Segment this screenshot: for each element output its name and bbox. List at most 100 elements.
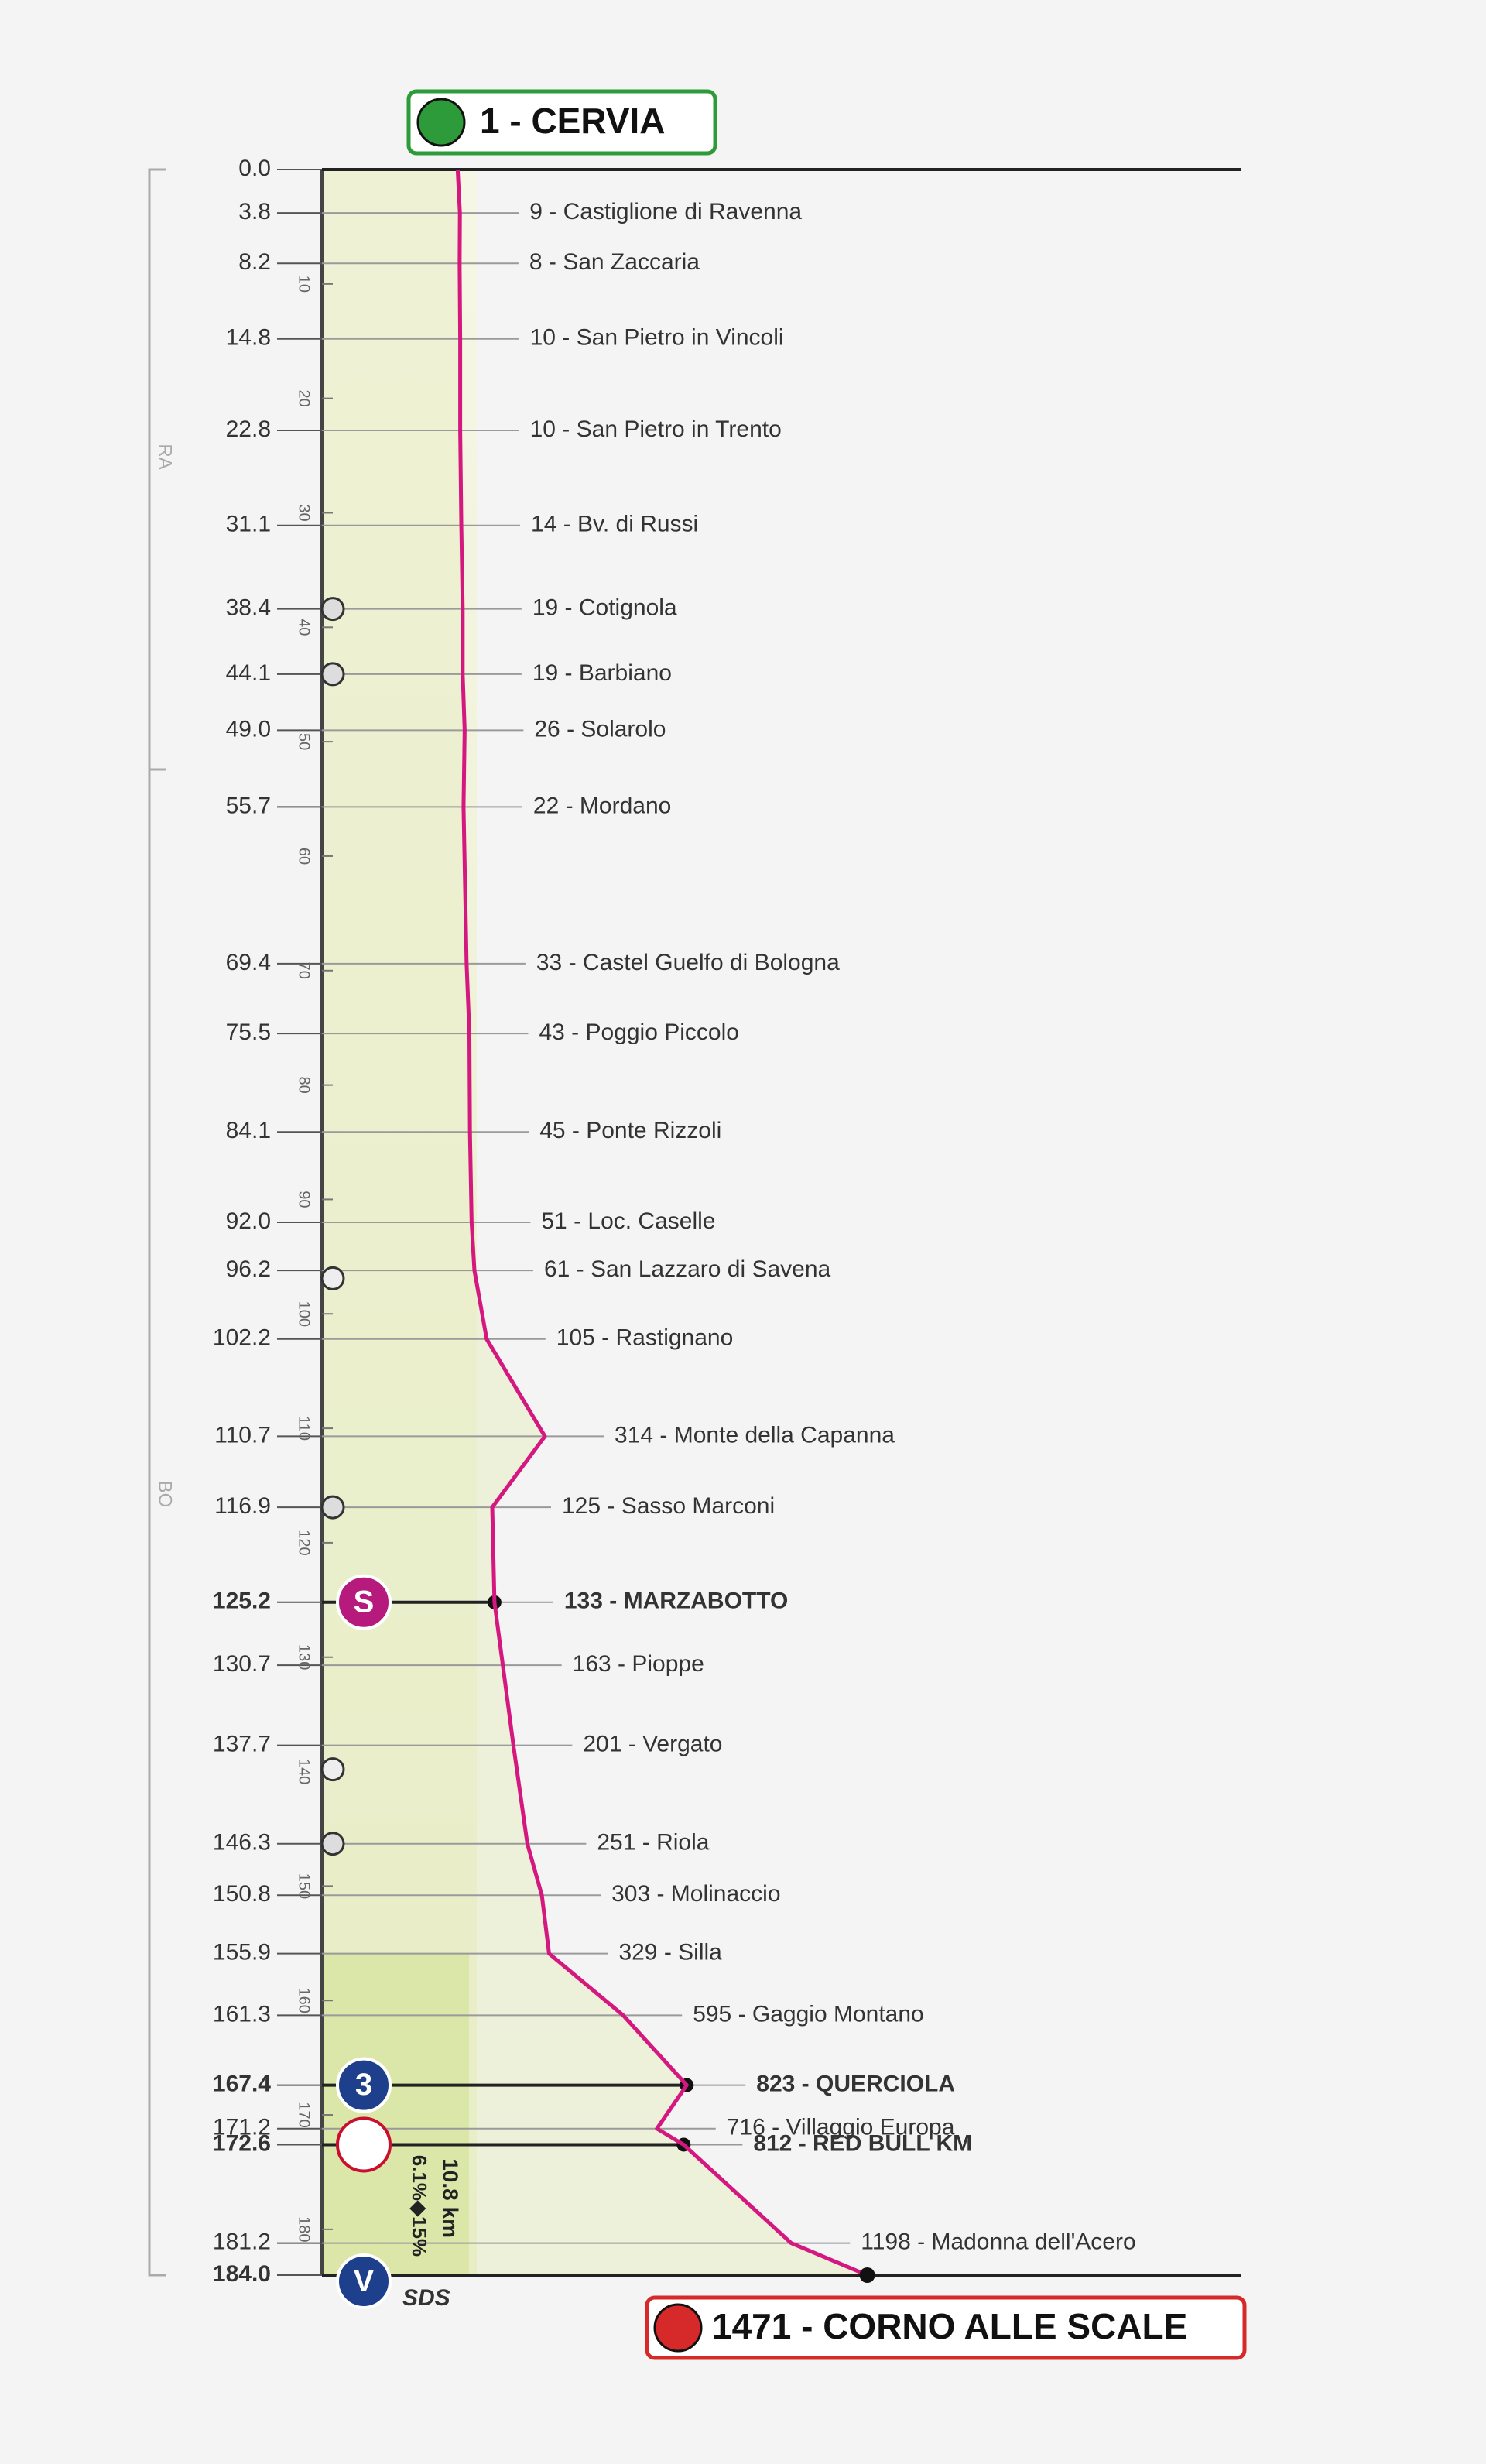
km-label: 150.8 (213, 1881, 271, 1907)
start-label: 1 - CERVIA (480, 101, 665, 141)
km-label: 181.2 (213, 2229, 271, 2255)
sprint-text: S (354, 1585, 375, 1619)
km-label: 75.5 (226, 1020, 271, 1045)
scale-label: 110 (296, 1416, 313, 1441)
waypoint-label: 329 - Silla (618, 1940, 722, 1965)
waypoint-label: 595 - Gaggio Montano (693, 2001, 924, 2027)
waypoint-label: 19 - Barbiano (532, 660, 672, 686)
scale-label: 150 (296, 1873, 313, 1899)
waypoint-label: 9 - Castiglione di Ravenna (529, 199, 802, 224)
redbull-icon (336, 2116, 392, 2173)
scale-label: 30 (296, 504, 313, 521)
finish-box (645, 2295, 1247, 2360)
scale-label: 20 (296, 390, 313, 407)
km-label: 102.2 (213, 1325, 271, 1351)
climb-text: 3 (355, 2068, 372, 2102)
scale-label: 100 (296, 1301, 313, 1327)
waypoint-label: 10 - San Pietro in Trento (530, 416, 782, 442)
km-label: 0.0 (238, 156, 271, 181)
finish-dot (859, 2267, 875, 2283)
finish-label: 1471 - CORNO ALLE SCALE (712, 2306, 1187, 2346)
waypoint-label: 26 - Solarolo (534, 716, 666, 742)
km-label: 172.6 (213, 2130, 271, 2156)
province-label: RA (155, 444, 176, 469)
waypoint-label: 105 - Rastignano (556, 1325, 734, 1351)
km-label: 161.3 (213, 2001, 271, 2027)
km-label: 44.1 (226, 660, 271, 686)
climb-icon (336, 2057, 392, 2113)
feed-icon (320, 662, 345, 687)
km-label: 8.2 (238, 249, 271, 275)
profile-line (455, 169, 868, 2277)
waypoint-label: 10 - San Pietro in Vincoli (530, 325, 784, 351)
scale-label: 80 (296, 1076, 313, 1093)
waypoint-label: 22 - Mordano (533, 793, 671, 818)
scale-label: 60 (296, 848, 313, 865)
waypoint-label: 1198 - Madonna dell'Acero (861, 2229, 1135, 2255)
annotation: 10.8 km (439, 2158, 463, 2238)
scale-label: 180 (296, 2216, 313, 2242)
waypoint-label: 14 - Bv. di Russi (531, 512, 698, 537)
finish-text: V (354, 2264, 375, 2298)
km-label: 38.4 (226, 595, 271, 621)
feed-icon (320, 597, 345, 622)
km-label: 116.9 (214, 1493, 271, 1519)
km-label: 171.2 (213, 2115, 271, 2140)
waypoint-label: 19 - Cotignola (532, 595, 677, 621)
km-label: 167.4 (213, 2072, 271, 2097)
waypoint-label: 201 - Vergato (583, 1731, 722, 1756)
scale-label: 140 (296, 1759, 313, 1784)
km-label: 155.9 (213, 1940, 271, 1965)
waypoint-label: 823 - QUERCIOLA (756, 2072, 955, 2097)
start-box (406, 89, 717, 156)
waypoint-label: 43 - Poggio Piccolo (539, 1020, 739, 1045)
scale-label: 50 (296, 733, 313, 750)
km-label: 55.7 (226, 793, 271, 818)
km-label: 3.8 (238, 199, 271, 224)
waypoint-label: 812 - RED BULL KM (753, 2130, 972, 2156)
start-icon (416, 98, 466, 147)
waypoint-label: 251 - Riola (597, 1830, 709, 1856)
photo-icon (320, 1757, 345, 1782)
scale-label: 130 (296, 1644, 313, 1670)
scale-label: 10 (296, 276, 313, 293)
climb-band (322, 1953, 469, 2275)
km-label: 125.2 (213, 1588, 271, 1614)
waypoint-label: 314 - Monte della Capanna (615, 1422, 895, 1448)
km-label: 137.7 (213, 1731, 271, 1756)
km-label: 110.7 (214, 1422, 271, 1448)
sprint-icon (336, 1574, 392, 1630)
km-label: 84.1 (226, 1118, 271, 1143)
scale-label: 70 (296, 962, 313, 979)
feed-icon (320, 1832, 345, 1856)
waypoint-label: 33 - Castel Guelfo di Bologna (536, 950, 840, 975)
province-label: BO (155, 1481, 176, 1508)
scale-label: 160 (296, 1988, 313, 2013)
km-label: 92.0 (226, 1208, 271, 1234)
scale-label: 120 (296, 1530, 313, 1555)
waypoint-label: 163 - Pioppe (573, 1651, 704, 1677)
km-label: 184.0 (213, 2261, 271, 2287)
photo-icon (320, 1266, 345, 1290)
waypoint-label: 716 - Villaggio Europa (727, 2115, 955, 2140)
waypoint-label: 125 - Sasso Marconi (562, 1493, 775, 1519)
waypoint-label: 303 - Molinaccio (611, 1881, 780, 1907)
annotation: 6.1%◆15% (408, 2155, 431, 2257)
waypoint-label: 133 - MARZABOTTO (564, 1588, 788, 1614)
km-label: 14.8 (226, 325, 271, 351)
scale-label: 170 (296, 2102, 313, 2127)
km-label: 22.8 (226, 416, 271, 442)
province-bracket (148, 768, 166, 2277)
finish-icon (653, 2303, 703, 2353)
climb-area (322, 170, 868, 2275)
annotation: SDS (402, 2285, 450, 2311)
feed-icon (320, 1495, 345, 1520)
km-label: 69.4 (226, 950, 271, 975)
km-label: 31.1 (226, 512, 271, 537)
km-label: 146.3 (213, 1830, 271, 1856)
km-label: 49.0 (226, 716, 271, 742)
waypoint-label: 45 - Ponte Rizzoli (539, 1118, 721, 1143)
finish-icon (336, 2253, 392, 2309)
